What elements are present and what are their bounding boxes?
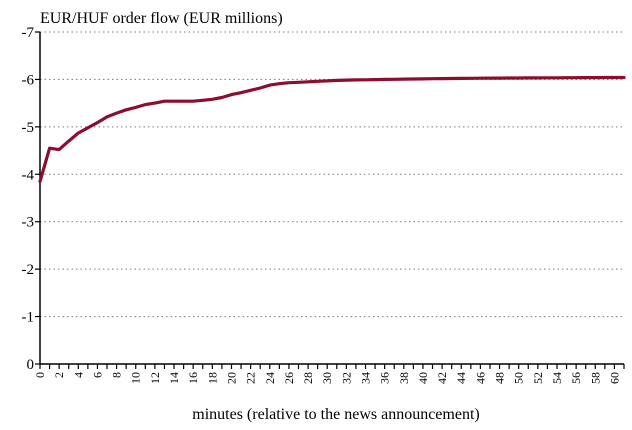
x-tick-label: 54 <box>550 372 564 384</box>
x-tick-label: 10 <box>129 372 143 384</box>
x-tick-label: 8 <box>110 372 124 378</box>
y-tick-label: -3 <box>22 215 35 231</box>
x-tick-label: 58 <box>588 372 602 384</box>
x-tick-label: 44 <box>454 372 468 384</box>
x-tick-label: 48 <box>493 372 507 384</box>
x-tick-label: 14 <box>167 372 181 384</box>
y-tick-label: 0 <box>27 357 35 373</box>
order-flow-series-line <box>38 75 626 183</box>
x-tick-label: 18 <box>205 372 219 384</box>
x-tick-label: 20 <box>224 372 238 384</box>
x-tick-label: 38 <box>397 372 411 384</box>
x-tick-label: 2 <box>52 372 66 378</box>
x-tick-label: 4 <box>71 372 85 378</box>
y-tick-label: -1 <box>22 310 35 326</box>
x-tick-label: 52 <box>531 372 545 384</box>
x-tick-label: 22 <box>244 372 258 384</box>
x-tick-label: 46 <box>473 372 487 384</box>
y-tick-label: -4 <box>22 167 35 183</box>
x-tick-label: 36 <box>378 372 392 384</box>
x-tick-label: 28 <box>301 372 315 384</box>
y-tick-label: -7 <box>22 25 35 41</box>
y-tick-label: -2 <box>22 262 35 278</box>
y-axis-tick-labels: 0 -1 -2 -3 -4 -5 -6 -7 <box>22 25 35 373</box>
x-tick-label: 24 <box>263 372 277 384</box>
x-axis-title: minutes (relative to the news announceme… <box>192 406 479 423</box>
x-tick-label: 16 <box>186 372 200 384</box>
x-tick-label: 60 <box>607 372 621 384</box>
x-tick-label: 42 <box>435 372 449 384</box>
gridlines <box>40 31 624 318</box>
axis-ticks <box>35 31 625 369</box>
x-tick-label: 40 <box>416 372 430 384</box>
y-tick-label: -5 <box>22 120 35 136</box>
x-tick-label: 26 <box>282 372 296 384</box>
chart-title: EUR/HUF order flow (EUR millions) <box>40 10 283 27</box>
x-tick-label: 50 <box>512 372 526 384</box>
x-axis-tick-labels: 0 2 4 6 8 10 12 14 16 18 20 22 24 26 28 30 32 34 36 38 40 42 4… <box>33 372 621 384</box>
x-tick-label: 6 <box>90 372 104 378</box>
x-tick-label: 56 <box>569 372 583 384</box>
x-tick-label: 30 <box>320 372 334 384</box>
x-tick-label: 12 <box>148 372 162 384</box>
y-tick-label: -6 <box>22 72 35 88</box>
x-tick-label: 0 <box>33 372 47 378</box>
x-tick-label: 32 <box>339 372 353 384</box>
x-tick-label: 34 <box>359 372 373 384</box>
